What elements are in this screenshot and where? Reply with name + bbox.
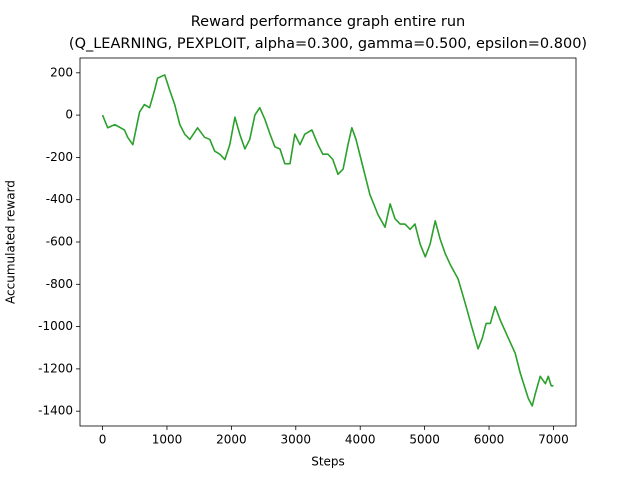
y-tick-label: -800 [46, 277, 73, 291]
y-tick-label: -1200 [38, 361, 73, 375]
x-tick-label: 7000 [538, 433, 569, 447]
y-tick-label: -1400 [38, 404, 73, 418]
chart-title: Reward performance graph entire run [191, 14, 465, 30]
chart-subtitle: (Q_LEARNING, PEXPLOIT, alpha=0.300, gamm… [69, 36, 587, 52]
x-tick-label: 0 [99, 433, 107, 447]
x-axis-label: Steps [311, 455, 345, 469]
data-line [101, 74, 554, 407]
y-axis-label: Accumulated reward [4, 180, 18, 304]
x-tick-label: 2000 [216, 433, 247, 447]
x-tick-label: 6000 [474, 433, 505, 447]
y-tick-label: -600 [46, 235, 73, 249]
y-tick-label: -200 [46, 150, 73, 164]
y-tick-label: -1000 [38, 319, 73, 333]
x-tick-label: 3000 [281, 433, 312, 447]
x-tick-label: 4000 [345, 433, 376, 447]
plot-frame [79, 57, 577, 427]
x-tick-label: 5000 [409, 433, 440, 447]
y-tick-label: -400 [46, 192, 73, 206]
y-tick-label: 0 [65, 108, 73, 122]
y-tick-label: 200 [50, 65, 73, 79]
x-tick-label: 1000 [152, 433, 183, 447]
